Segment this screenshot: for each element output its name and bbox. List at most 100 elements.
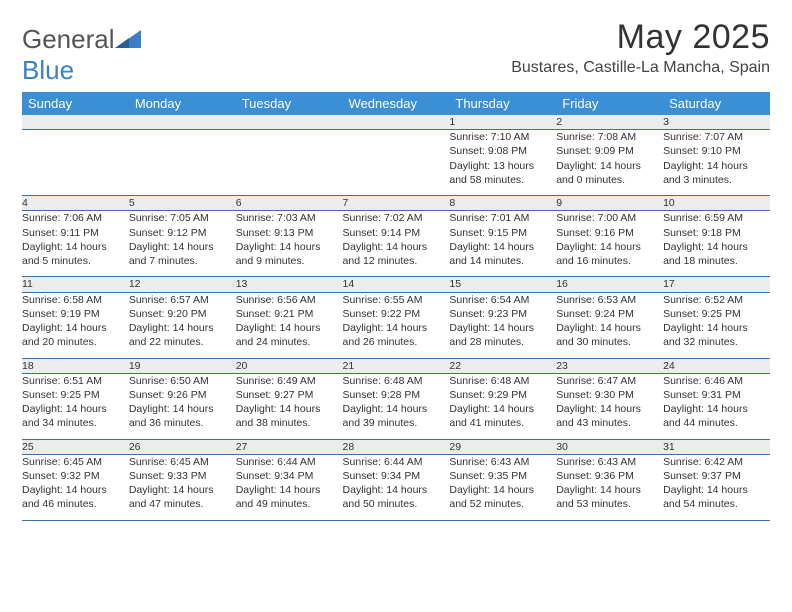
day-number-cell: 3: [663, 115, 770, 130]
daylight-text-line1: Daylight: 14 hours: [22, 483, 129, 497]
day-content-cell: Sunrise: 6:51 AMSunset: 9:25 PMDaylight:…: [22, 373, 129, 439]
daylight-text-line2: and 47 minutes.: [129, 497, 236, 511]
sunset-text: Sunset: 9:33 PM: [129, 469, 236, 483]
daylight-text-line1: Daylight: 14 hours: [556, 240, 663, 254]
sunset-text: Sunset: 9:15 PM: [449, 226, 556, 240]
daylight-text-line2: and 38 minutes.: [236, 416, 343, 430]
sunrise-text: Sunrise: 6:56 AM: [236, 293, 343, 307]
daylight-text-line1: Daylight: 14 hours: [129, 321, 236, 335]
day-content-cell: Sunrise: 7:10 AMSunset: 9:08 PMDaylight:…: [449, 130, 556, 196]
daylight-text-line1: Daylight: 14 hours: [343, 321, 450, 335]
sunrise-text: Sunrise: 7:06 AM: [22, 211, 129, 225]
sunrise-text: Sunrise: 6:47 AM: [556, 374, 663, 388]
sunset-text: Sunset: 9:16 PM: [556, 226, 663, 240]
daylight-text-line2: and 22 minutes.: [129, 335, 236, 349]
sunset-text: Sunset: 9:19 PM: [22, 307, 129, 321]
daylight-text-line2: and 16 minutes.: [556, 254, 663, 268]
day-content-cell: [129, 130, 236, 196]
sunrise-text: Sunrise: 7:10 AM: [449, 130, 556, 144]
daylight-text-line1: Daylight: 14 hours: [449, 483, 556, 497]
weekday-header: Sunday: [22, 92, 129, 115]
sunset-text: Sunset: 9:35 PM: [449, 469, 556, 483]
daylight-text-line1: Daylight: 14 hours: [449, 321, 556, 335]
sunset-text: Sunset: 9:27 PM: [236, 388, 343, 402]
day-content-cell: Sunrise: 6:43 AMSunset: 9:35 PMDaylight:…: [449, 454, 556, 520]
day-content-cell: Sunrise: 6:49 AMSunset: 9:27 PMDaylight:…: [236, 373, 343, 439]
sunrise-text: Sunrise: 7:01 AM: [449, 211, 556, 225]
day-number-row: 123: [22, 115, 770, 130]
sunset-text: Sunset: 9:30 PM: [556, 388, 663, 402]
sunrise-text: Sunrise: 7:07 AM: [663, 130, 770, 144]
daylight-text-line1: Daylight: 14 hours: [236, 321, 343, 335]
sunrise-text: Sunrise: 6:57 AM: [129, 293, 236, 307]
day-content-cell: Sunrise: 6:42 AMSunset: 9:37 PMDaylight:…: [663, 454, 770, 520]
day-number-cell: 2: [556, 115, 663, 130]
sunrise-text: Sunrise: 6:42 AM: [663, 455, 770, 469]
calendar-weekday-header: Sunday Monday Tuesday Wednesday Thursday…: [22, 92, 770, 115]
sunrise-text: Sunrise: 6:46 AM: [663, 374, 770, 388]
day-number-cell: 25: [22, 439, 129, 454]
daylight-text-line2: and 12 minutes.: [343, 254, 450, 268]
day-number-cell: 20: [236, 358, 343, 373]
day-number-cell: 17: [663, 277, 770, 292]
daylight-text-line2: and 54 minutes.: [663, 497, 770, 511]
daylight-text-line1: Daylight: 14 hours: [236, 402, 343, 416]
day-content-cell: Sunrise: 6:46 AMSunset: 9:31 PMDaylight:…: [663, 373, 770, 439]
page-header: General Blue May 2025 Bustares, Castille…: [22, 18, 770, 86]
day-number-cell: 13: [236, 277, 343, 292]
daylight-text-line1: Daylight: 14 hours: [556, 402, 663, 416]
sunset-text: Sunset: 9:32 PM: [22, 469, 129, 483]
daylight-text-line2: and 49 minutes.: [236, 497, 343, 511]
sunrise-text: Sunrise: 6:43 AM: [449, 455, 556, 469]
daylight-text-line2: and 53 minutes.: [556, 497, 663, 511]
day-content-cell: Sunrise: 6:43 AMSunset: 9:36 PMDaylight:…: [556, 454, 663, 520]
sunset-text: Sunset: 9:36 PM: [556, 469, 663, 483]
daylight-text-line2: and 34 minutes.: [22, 416, 129, 430]
daylight-text-line2: and 41 minutes.: [449, 416, 556, 430]
daylight-text-line1: Daylight: 14 hours: [343, 402, 450, 416]
daylight-text-line2: and 52 minutes.: [449, 497, 556, 511]
daylight-text-line2: and 28 minutes.: [449, 335, 556, 349]
daylight-text-line2: and 32 minutes.: [663, 335, 770, 349]
daylight-text-line2: and 58 minutes.: [449, 173, 556, 187]
sunset-text: Sunset: 9:23 PM: [449, 307, 556, 321]
sunrise-text: Sunrise: 6:52 AM: [663, 293, 770, 307]
sunrise-text: Sunrise: 6:51 AM: [22, 374, 129, 388]
day-content-cell: Sunrise: 6:59 AMSunset: 9:18 PMDaylight:…: [663, 211, 770, 277]
day-number-cell: [343, 115, 450, 130]
daylight-text-line1: Daylight: 14 hours: [129, 240, 236, 254]
sunset-text: Sunset: 9:12 PM: [129, 226, 236, 240]
day-content-cell: Sunrise: 6:48 AMSunset: 9:28 PMDaylight:…: [343, 373, 450, 439]
daylight-text-line2: and 36 minutes.: [129, 416, 236, 430]
sunset-text: Sunset: 9:18 PM: [663, 226, 770, 240]
day-content-row: Sunrise: 6:45 AMSunset: 9:32 PMDaylight:…: [22, 454, 770, 520]
day-number-cell: 12: [129, 277, 236, 292]
day-content-cell: Sunrise: 6:47 AMSunset: 9:30 PMDaylight:…: [556, 373, 663, 439]
day-number-cell: 7: [343, 196, 450, 211]
brand-name-part1: General: [22, 24, 115, 54]
day-number-cell: 8: [449, 196, 556, 211]
day-content-cell: Sunrise: 6:52 AMSunset: 9:25 PMDaylight:…: [663, 292, 770, 358]
day-number-cell: 28: [343, 439, 450, 454]
day-number-cell: 6: [236, 196, 343, 211]
day-content-cell: Sunrise: 7:03 AMSunset: 9:13 PMDaylight:…: [236, 211, 343, 277]
daylight-text-line1: Daylight: 14 hours: [22, 240, 129, 254]
day-number-cell: 23: [556, 358, 663, 373]
day-content-cell: Sunrise: 6:45 AMSunset: 9:33 PMDaylight:…: [129, 454, 236, 520]
daylight-text-line1: Daylight: 14 hours: [22, 321, 129, 335]
sunset-text: Sunset: 9:09 PM: [556, 144, 663, 158]
brand-logo: General Blue: [22, 24, 141, 86]
day-number-cell: 31: [663, 439, 770, 454]
brand-triangle-icon: [115, 30, 141, 48]
daylight-text-line2: and 5 minutes.: [22, 254, 129, 268]
daylight-text-line1: Daylight: 14 hours: [343, 483, 450, 497]
day-content-cell: Sunrise: 6:54 AMSunset: 9:23 PMDaylight:…: [449, 292, 556, 358]
day-number-cell: 19: [129, 358, 236, 373]
sunset-text: Sunset: 9:25 PM: [22, 388, 129, 402]
sunrise-text: Sunrise: 6:44 AM: [236, 455, 343, 469]
sunrise-text: Sunrise: 6:43 AM: [556, 455, 663, 469]
day-number-cell: 5: [129, 196, 236, 211]
daylight-text-line2: and 0 minutes.: [556, 173, 663, 187]
day-number-cell: 24: [663, 358, 770, 373]
calendar-body: 123 Sunrise: 7:10 AMSunset: 9:08 PMDayli…: [22, 115, 770, 520]
